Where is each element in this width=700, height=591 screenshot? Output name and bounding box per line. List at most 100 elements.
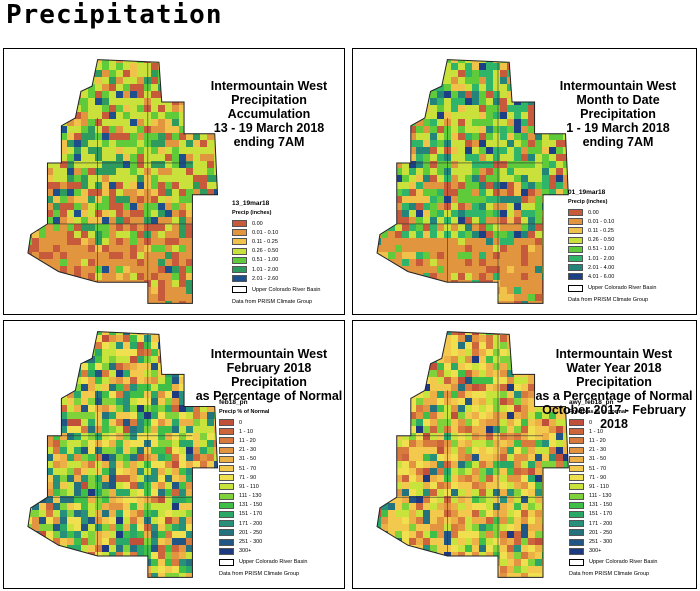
panel-title: Intermountain West Month to Date Precipi… <box>543 79 693 149</box>
title-line: Intermountain West <box>555 347 673 361</box>
data-source: Data from PRISM Climate Group <box>569 571 650 577</box>
map-precipitation-accumulation <box>27 59 219 304</box>
legend-basin-row: Upper Colorado River Basin <box>569 558 657 567</box>
legend-swatch <box>232 275 247 283</box>
legend-label: 0 <box>239 419 243 426</box>
legend: feb18_pn Precip % of Normal 0 1 - 10 11 - 20… <box>219 399 307 577</box>
legend-row: 2.01 - 2.60 <box>232 274 320 283</box>
page-title: Precipitation <box>6 0 223 30</box>
legend-basin-row: Upper Colorado River Basin <box>219 558 307 567</box>
legend-row: 251 - 300 <box>569 537 657 546</box>
legend-name: feb18_pn <box>219 399 248 406</box>
legend-row: 0.26 - 0.50 <box>568 236 656 245</box>
legend-row: 51 - 70 <box>219 464 307 473</box>
legend-row: 0.11 - 0.25 <box>232 237 320 246</box>
legend-label: 31 - 50 <box>239 456 257 463</box>
legend-label: 91 - 110 <box>589 483 609 490</box>
state-outline <box>27 331 219 578</box>
legend-row: 91 - 110 <box>219 482 307 491</box>
title-line: Intermountain West <box>559 79 677 93</box>
basin-swatch <box>219 558 234 566</box>
legend-row: 71 - 90 <box>219 473 307 482</box>
legend-swatch <box>219 501 234 509</box>
title-line: ending 7AM <box>233 135 305 149</box>
legend-swatch <box>569 474 584 482</box>
legend-label: 71 - 90 <box>589 474 607 481</box>
legend-label: 251 - 300 <box>589 539 613 546</box>
legend-row: 0.00 <box>568 208 656 217</box>
title-line: October 2017 - February 2018 <box>542 403 686 431</box>
legend-label: 11 - 20 <box>239 437 256 444</box>
title-line: Precipitation Accumulation <box>227 93 311 121</box>
legend-label: 0.11 - 0.25 <box>588 227 614 234</box>
legend-swatch <box>219 428 234 436</box>
legend-swatch <box>232 266 247 274</box>
legend-row: 11 - 20 <box>569 436 657 445</box>
legend-label: 1 - 10 <box>239 428 254 435</box>
title-line: 13 - 19 March 2018 <box>213 121 325 135</box>
basin-label: Upper Colorado River Basin <box>588 285 657 292</box>
legend-label: 171 - 200 <box>239 520 263 527</box>
legend: 13_19mar18 Precip (inches) 0.00 0.01 - 0.10… <box>232 200 320 305</box>
data-source: Data from PRISM Climate Group <box>568 296 649 303</box>
title-line: ending 7AM <box>582 135 654 149</box>
legend-label: 31 - 50 <box>589 456 607 463</box>
legend-swatch <box>219 520 234 528</box>
legend-swatch <box>219 419 234 427</box>
legend-row: 300+ <box>569 547 657 556</box>
legend-swatch <box>219 474 234 482</box>
legend-swatch <box>569 520 584 528</box>
legend: 01_19mar18 Precip (inches) 0.00 0.01 - 0.10… <box>568 189 656 303</box>
legend-label: 131 - 150 <box>589 502 613 509</box>
basin-label: Upper Colorado River Basin <box>252 286 321 293</box>
legend-row: 201 - 250 <box>569 528 657 537</box>
legend-unit: Precip as % of normal <box>569 409 627 415</box>
legend-swatch <box>568 227 583 235</box>
title-line: Water Year 2018 Precipitation <box>566 361 662 389</box>
legend-row: 0.00 <box>232 219 320 228</box>
legend-swatch <box>568 218 583 226</box>
panel-title: Intermountain West February 2018 Precipi… <box>194 347 344 403</box>
legend-row: 0 <box>569 418 657 427</box>
data-source: Data from PRISM Climate Group <box>232 298 313 305</box>
legend-label: 51 - 70 <box>239 465 257 472</box>
legend-swatch <box>569 465 584 473</box>
legend-unit: Precip % of Normal <box>219 409 270 415</box>
basin-swatch <box>568 284 583 292</box>
legend-unit: Precip (inches) <box>232 210 272 216</box>
legend-row: 11 - 20 <box>219 436 307 445</box>
legend-label: 0.26 - 0.50 <box>252 248 279 255</box>
legend-label: 0 <box>589 419 593 426</box>
title-line: February 2018 Precipitation <box>226 361 312 389</box>
legend-row: 171 - 200 <box>569 519 657 528</box>
map-month-to-date <box>376 59 569 304</box>
legend-swatch <box>569 510 584 518</box>
legend-row: 31 - 50 <box>569 455 657 464</box>
legend-row: 171 - 200 <box>219 519 307 528</box>
state-outline <box>27 59 219 304</box>
legend-row: 2.01 - 4.00 <box>568 263 656 272</box>
legend-label: 251 - 300 <box>239 539 263 546</box>
legend-swatch <box>568 255 583 263</box>
legend-row: 0.51 - 1.00 <box>232 256 320 265</box>
title-line: 1 - 19 March 2018 <box>566 121 670 135</box>
legend-label: 1 - 10 <box>589 428 604 435</box>
basin-swatch <box>232 286 247 294</box>
legend-label: 21 - 30 <box>239 447 257 454</box>
legend-swatch <box>569 529 584 537</box>
legend-swatch <box>219 465 234 473</box>
legend: awy_feb18_pn Precip as % of normal 0 1 - 10… <box>569 399 657 577</box>
panel-february-percent-normal: Intermountain West February 2018 Precipi… <box>3 320 345 589</box>
panel-title: Intermountain West Precipitation Accumul… <box>194 79 344 149</box>
legend-label: 2.01 - 4.00 <box>588 264 615 271</box>
legend-row: 0.01 - 0.10 <box>232 228 320 237</box>
legend-label: 0.26 - 0.50 <box>588 237 615 244</box>
legend-label: 51 - 70 <box>589 465 607 472</box>
legend-label: 1.01 - 2.00 <box>588 255 615 262</box>
legend-swatch <box>219 510 234 518</box>
legend-swatch <box>568 209 583 217</box>
legend-row: 21 - 30 <box>219 446 307 455</box>
legend-label: 0.51 - 1.00 <box>252 257 279 264</box>
legend-name: 01_19mar18 <box>568 189 606 196</box>
legend-swatch <box>219 547 234 555</box>
